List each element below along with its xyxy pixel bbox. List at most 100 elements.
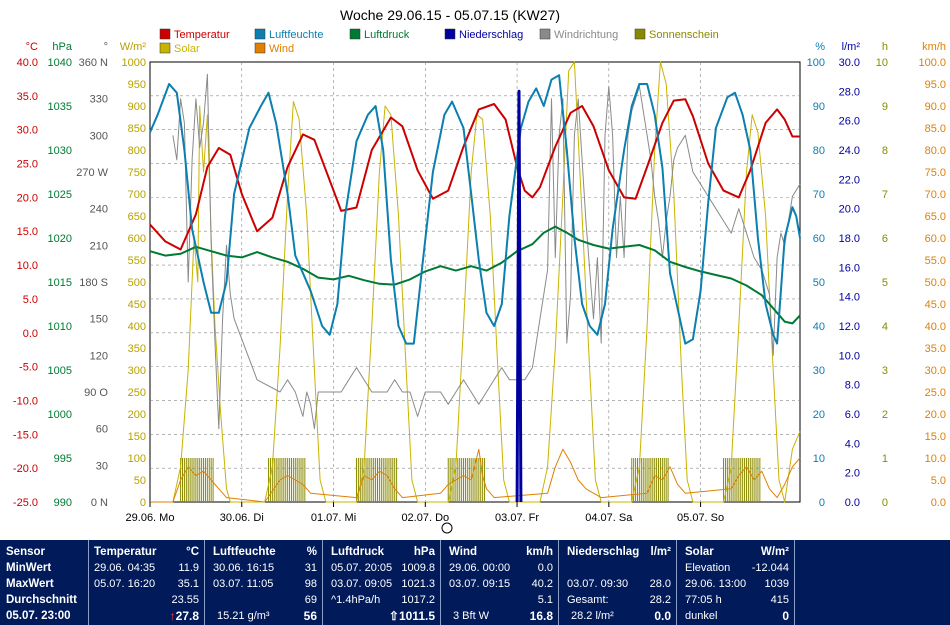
axis-unit: % (815, 41, 825, 53)
sensor-header: Sensor (6, 546, 45, 558)
wind-header: Wind (449, 546, 477, 558)
axis-tick-label: 7 (882, 189, 888, 201)
axis-tick-label: 70 (813, 189, 825, 201)
axis-tick-label: 120 (90, 350, 108, 362)
solar-sun-hours: 77:05 h (685, 594, 722, 606)
axis-tick-label: 55.0 (925, 255, 946, 267)
temp-unit: °C (186, 546, 199, 558)
axis-tick-label: 700 (128, 189, 146, 201)
rain-current-value: 0.0 (654, 609, 671, 623)
axis-tick-label: 16.0 (839, 262, 860, 274)
axis-tick-label: 15.0 (17, 226, 38, 238)
series-temperatur (149, 98, 800, 251)
series-niederschlag (515, 89, 523, 503)
axis-unit: W/m² (120, 41, 147, 53)
axis-tick-label: 50 (813, 277, 825, 289)
x-tick-label: 01.07. Mi (311, 512, 356, 524)
wind-current-value: 16.8 (529, 609, 553, 623)
time-marker-icon[interactable] (441, 522, 453, 534)
axis-tick-label: 240 (90, 204, 108, 216)
rain-total-value: 28.2 (649, 594, 671, 606)
axis-tick-label: 2 (882, 409, 888, 421)
hum-unit: % (306, 546, 317, 558)
axis-tick-label: 40.0 (925, 321, 946, 333)
wind-beaufort: 3 Bft W (453, 610, 490, 622)
hum-max-date: 03.07. 11:05 (213, 578, 274, 590)
axis-tick-label: 100.0 (918, 57, 946, 69)
rain-total-label: Gesamt: (567, 594, 609, 606)
chart-title: Woche 29.06.15 - 05.07.15 (KW27) (340, 7, 560, 23)
legend-swatch (634, 28, 646, 40)
series-wind (150, 448, 801, 503)
axis-tick-label: 995 (54, 453, 72, 465)
axis-tick-label: 90.0 (925, 101, 946, 113)
axis-tick-label: 14.0 (839, 292, 860, 304)
axis-tick-label: -10.0 (13, 395, 38, 407)
series-lines (149, 61, 801, 503)
axis-tick-label: 800 (128, 145, 146, 157)
axis-tick-label: 10.0 (925, 453, 946, 465)
axis-tick-label: 850 (128, 123, 146, 135)
axis-tick-label: 900 (128, 101, 146, 113)
axis-tick-label: 60 (96, 424, 108, 436)
wind-min-value: 0.0 (537, 562, 553, 574)
stats-col-wind: Wind km/h 29.06. 00:00 0.0 03.07. 09:15 40.… (440, 540, 559, 625)
legend-swatch (444, 28, 456, 40)
series-luftfeuchte (149, 74, 801, 345)
legend-label: Temperatur (174, 29, 230, 41)
temp-header: Temperatur (94, 546, 157, 558)
axis-tick-label: 150 (90, 314, 108, 326)
solar-max-date: 29.06. 13:00 (685, 578, 747, 590)
x-tick-label: 05.07. So (677, 512, 724, 524)
rain-unit: l/m² (650, 546, 671, 558)
axis-tick-label: 1010 (48, 321, 72, 333)
axis-tick-label: 50 (134, 475, 146, 487)
axis-tick-label: 20 (813, 409, 825, 421)
row-label-avg: Durchschnitt (6, 594, 77, 606)
hum-absolute: 15.21 g/m³ (217, 610, 270, 622)
axis-tick-label: -5.0 (19, 362, 38, 374)
temp-current-value: 27.8 (175, 609, 199, 623)
trend-up-arrow-icon: ↑ (169, 609, 176, 623)
axis-tick-label: 5.0 (23, 294, 38, 306)
axis-tick-label: 210 (90, 240, 108, 252)
weather-chart: Woche 29.06.15 - 05.07.15 (KW27) Tempera… (13, 7, 946, 534)
series-solar (150, 61, 801, 503)
solar-unit: W/m² (760, 546, 789, 558)
axis-tick-label: 4 (882, 321, 888, 333)
axis-tick-label: 35.0 (17, 91, 38, 103)
press-max-date: 03.07. 09:05 (331, 578, 393, 590)
press-avg-value: 1017.2 (401, 594, 435, 606)
legend-label: Sonnenschein (649, 29, 719, 41)
axis-tick-label: 6 (882, 233, 888, 245)
solar-elevation-label: Elevation (685, 562, 731, 574)
stats-col-sensor: Sensor MinWert MaxWert Durchschnitt 05.0… (0, 540, 88, 625)
legend-swatch (254, 42, 266, 54)
axis-tick-label: -15.0 (13, 429, 38, 441)
legend-swatch (349, 28, 361, 40)
axis-tick-label: 25.0 (925, 387, 946, 399)
series-windrichtung (172, 73, 801, 430)
axis-tick-label: 22.0 (839, 174, 860, 186)
legend-label: Luftfeuchte (269, 29, 323, 41)
x-tick-label: 04.07. Sa (585, 512, 633, 524)
axis-tick-label: 600 (128, 233, 146, 245)
axis-tick-label: 0 (140, 497, 146, 509)
axis-tick-label: 4.0 (845, 438, 860, 450)
axis-tick-label: 400 (128, 321, 146, 333)
axis-tick-label: 3 (882, 365, 888, 377)
axis-tick-label: 1 (882, 453, 888, 465)
legend-label: Luftdruck (364, 29, 410, 41)
axis-tick-label: 30.0 (839, 57, 860, 69)
axis-tick-label: 5.0 (931, 475, 946, 487)
row-label-min: MinWert (6, 562, 52, 574)
axis-tick-label: 150 (128, 431, 146, 443)
axis-tick-label: 12.0 (839, 321, 860, 333)
axis-tick-label: 0.0 (931, 497, 946, 509)
stats-col-humidity: Luftfeuchte% 30.06. 16:15 31 03.07. 11:05… (204, 540, 323, 625)
axis-tick-label: 30.0 (17, 125, 38, 137)
rain-max-value: 28.0 (649, 578, 671, 590)
axis-tick-label: 65.0 (925, 211, 946, 223)
press-trend: ^1.4hPa/h (331, 594, 381, 606)
axis-tick-label: 200 (128, 409, 146, 421)
